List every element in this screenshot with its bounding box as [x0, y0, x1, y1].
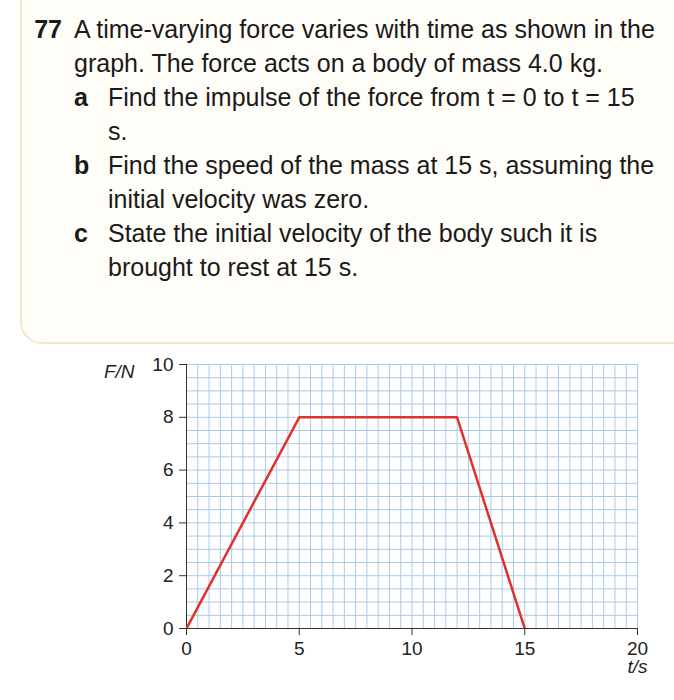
html-text:77: 77 [34, 15, 62, 43]
svg-text:4: 4 [163, 512, 174, 533]
html-text:Find the speed of the mass at: Find the speed of the mass at 15 s, assu… [108, 151, 655, 213]
svg-text:5: 5 [294, 638, 305, 659]
svg-text:8: 8 [163, 406, 174, 427]
svg-text:10: 10 [152, 354, 173, 375]
svg-text:t/s: t/s [627, 656, 648, 677]
svg-text:6: 6 [163, 459, 174, 480]
svg-text:10: 10 [401, 638, 422, 659]
html-text:c: c [74, 219, 88, 247]
html-text:Find the impulse of the force: Find the impulse of the force from t = 0… [108, 83, 635, 145]
svg-text:2: 2 [163, 565, 174, 586]
svg-text:F/N: F/N [104, 361, 135, 382]
html-text:b: b [74, 151, 90, 179]
svg-text:0: 0 [163, 618, 174, 639]
html-text:a: a [74, 83, 88, 111]
svg-text:0: 0 [181, 638, 192, 659]
html-text:State the initial velocity of: State the initial velocity of the body s… [108, 219, 598, 281]
html-text:A time-varying force varies wi: A time-varying force varies with time as… [74, 15, 655, 77]
svg-text:20: 20 [626, 638, 649, 659]
svg-text:15: 15 [514, 638, 535, 659]
